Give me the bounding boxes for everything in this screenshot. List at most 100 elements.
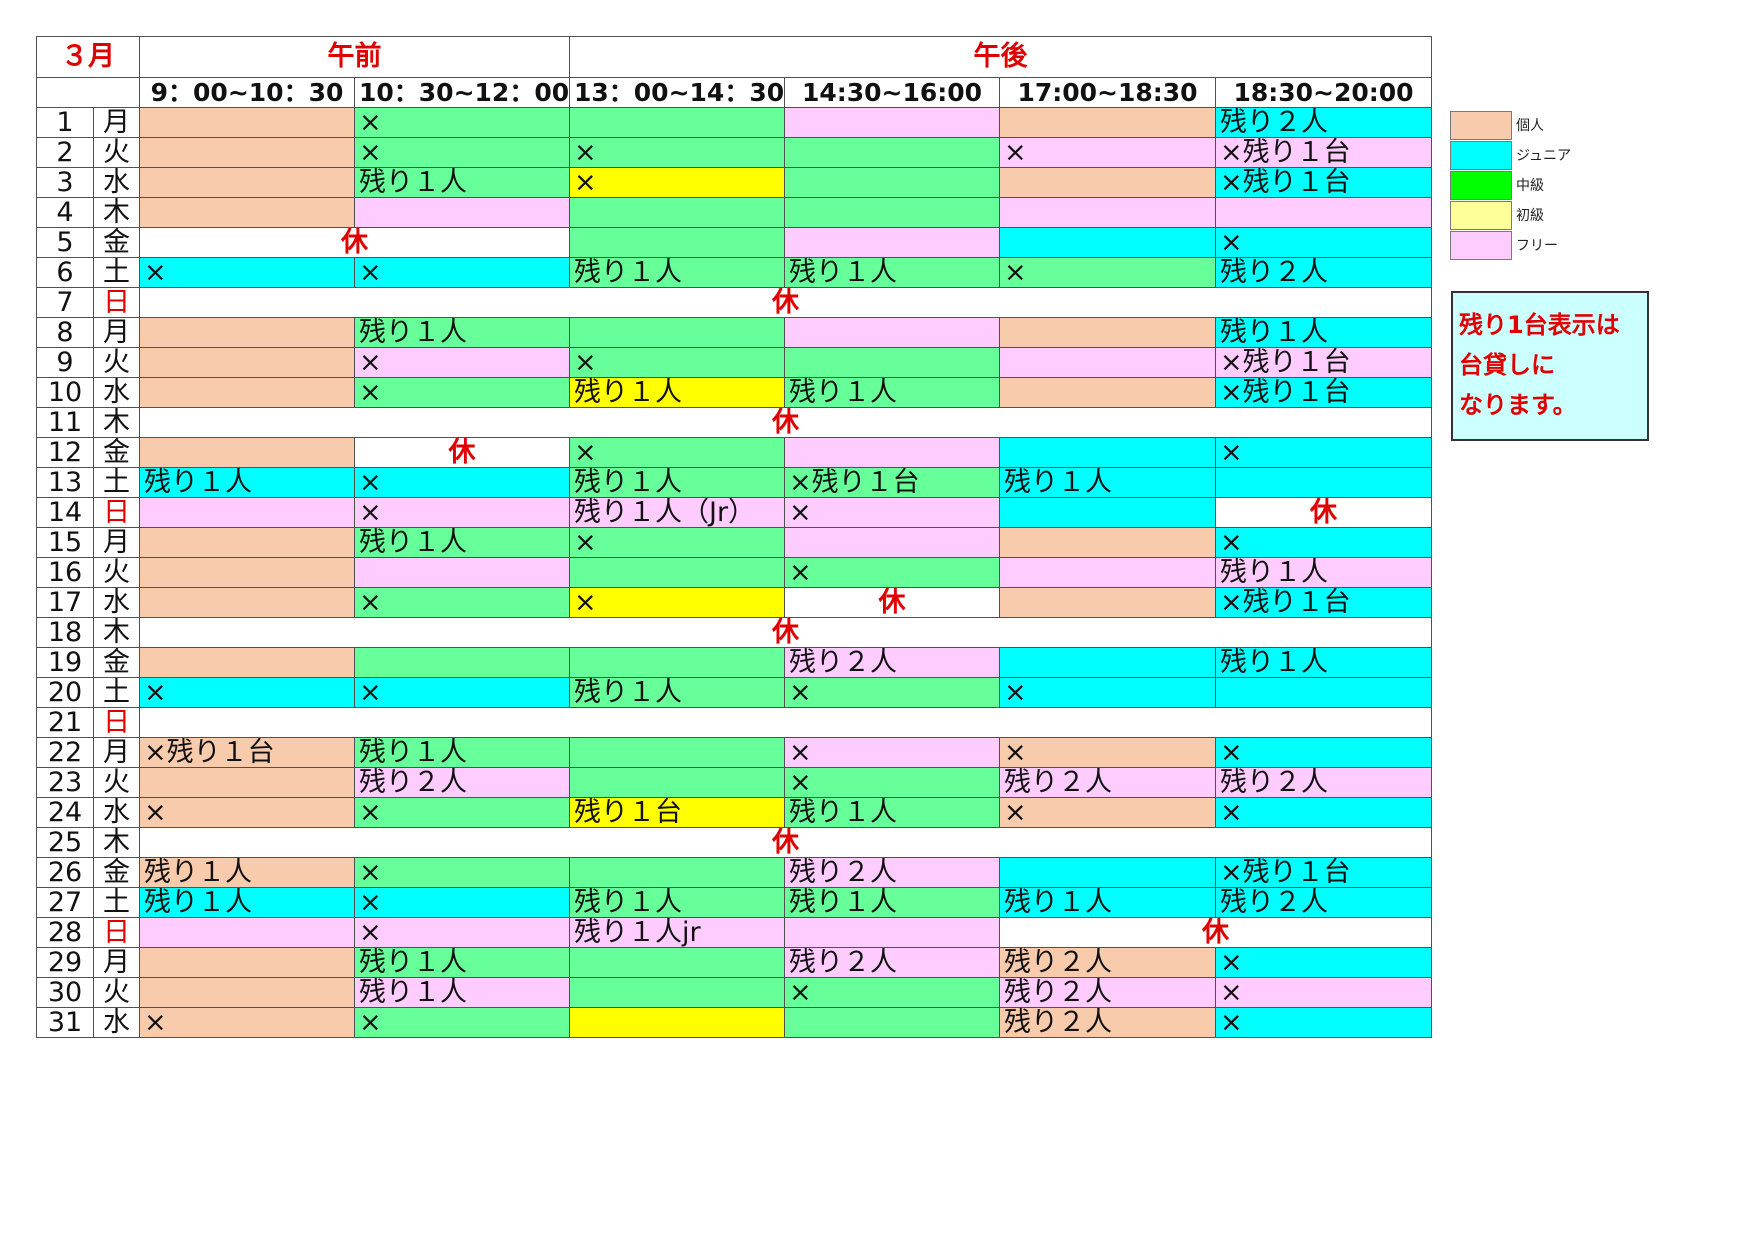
slot-cell: 残り２人 [999, 1007, 1216, 1038]
slot-cell: 残り２人 [784, 647, 1000, 678]
day-row: 5 金休 × [36, 227, 1432, 258]
slot-cell: 残り２人 [1215, 257, 1432, 288]
slot-cell [999, 497, 1216, 528]
day-number: 24 [36, 797, 94, 828]
slot-cell [139, 167, 355, 198]
slot-cell [139, 557, 355, 588]
slot-cell [1215, 677, 1432, 708]
slot-cell: × [569, 437, 785, 468]
slot-cell: × [1215, 977, 1432, 1008]
slot-cell [784, 137, 1000, 168]
am-label: 午前 [139, 36, 570, 78]
legend-swatch [1450, 200, 1512, 230]
day-weekday: 火 [93, 557, 140, 588]
slot-cell: × [139, 797, 355, 828]
day-row: 20 土 × × 残り１人 × × [36, 677, 1432, 708]
slot-cell: 残り１人 [569, 467, 785, 498]
day-weekday: 土 [93, 887, 140, 918]
day-row: 17 水 × × 休 ×残り１台 [36, 587, 1432, 618]
day-number: 22 [36, 737, 94, 768]
slot-cell: 残り１人 [1215, 557, 1432, 588]
slot-cell: × [1215, 737, 1432, 768]
day-number: 12 [36, 437, 94, 468]
slot-cell [784, 317, 1000, 348]
day-weekday: 水 [93, 1007, 140, 1038]
day-row: 25 木休 [36, 827, 1432, 858]
slot-cell: 残り１人 [1215, 317, 1432, 348]
day-weekday: 日 [93, 707, 140, 738]
slot-cell [139, 647, 355, 678]
slot-cell: 残り１人 [354, 977, 570, 1008]
slot-cell: × [784, 737, 1000, 768]
day-number: 26 [36, 857, 94, 888]
slot-cell: × [569, 167, 785, 198]
slot-cell: × [784, 497, 1000, 528]
legend-label: 中級 [1516, 178, 1544, 194]
slot-cell [999, 107, 1216, 138]
slot-cell [354, 557, 570, 588]
slot-cell [139, 527, 355, 558]
slot-cell [139, 767, 355, 798]
slot-cell [569, 767, 785, 798]
day-weekday: 月 [93, 947, 140, 978]
day-number: 11 [36, 407, 94, 438]
day-weekday: 火 [93, 977, 140, 1008]
slot-cell: × [354, 587, 570, 618]
slot-cell [999, 167, 1216, 198]
slot-cell: × [569, 587, 785, 618]
slot-cell: × [354, 797, 570, 828]
day-number: 29 [36, 947, 94, 978]
closed-cell [139, 707, 1432, 738]
slot-cell [999, 647, 1216, 678]
slot-cell: 残り１人 [354, 167, 570, 198]
closed-cell: 休 [784, 587, 1000, 618]
day-number: 10 [36, 377, 94, 408]
closed-cell: 休 [999, 917, 1432, 948]
day-row: 13 土残り１人 × 残り１人 ×残り１台 残り１人 [36, 467, 1432, 498]
legend-item-individual: 個人 [1450, 110, 1571, 140]
note-box: 残り1台表示は 台貸しに なります。 [1451, 291, 1649, 441]
schedule-table: ３月 午前 午後 9：00~10：30 10：30~12：00 13：00~14… [36, 36, 1432, 1038]
day-number: 13 [36, 467, 94, 498]
day-number: 9 [36, 347, 94, 378]
slot-cell: ×残り１台 [1215, 857, 1432, 888]
day-weekday: 月 [93, 527, 140, 558]
slot-cell [139, 107, 355, 138]
slot-header-2: 10：30~12：00 [354, 77, 570, 108]
legend-item-intermediate: 中級 [1450, 170, 1571, 200]
slot-cell [139, 917, 355, 948]
note-line: なります。 [1459, 391, 1577, 419]
slot-cell [999, 197, 1216, 228]
day-row: 15 月残り１人 × × [36, 527, 1432, 558]
day-row: 29 月残り１人 残り２人 残り２人 × [36, 947, 1432, 978]
slot-cell: 残り１人 [569, 677, 785, 708]
slot-cell: ×残り１台 [139, 737, 355, 768]
slot-cell: 残り１人 [784, 377, 1000, 408]
day-weekday: 火 [93, 347, 140, 378]
legend-swatch [1450, 110, 1512, 140]
slot-cell [569, 947, 785, 978]
legend: 個人 ジュニア 中級 初級 フリー [1450, 110, 1571, 260]
closed-cell: 休 [1215, 497, 1432, 528]
day-number: 23 [36, 767, 94, 798]
day-weekday: 月 [93, 317, 140, 348]
slot-cell: 残り１人 [784, 887, 1000, 918]
header-row-slots: 9：00~10：30 10：30~12：00 13：00~14：30 14:30… [36, 77, 1432, 108]
slot-header-6: 18:30~20:00 [1215, 77, 1432, 108]
slot-cell [999, 377, 1216, 408]
slot-cell [569, 557, 785, 588]
day-row: 18 木休 [36, 617, 1432, 648]
day-weekday: 火 [93, 137, 140, 168]
slot-cell: × [1215, 527, 1432, 558]
slot-cell: × [1215, 227, 1432, 258]
day-number: 6 [36, 257, 94, 288]
day-weekday: 土 [93, 467, 140, 498]
slot-cell [999, 527, 1216, 558]
day-row: 12 金休 × × [36, 437, 1432, 468]
day-number: 31 [36, 1007, 94, 1038]
day-row: 9 火 × × ×残り１台 [36, 347, 1432, 378]
day-row: 21 日 [36, 707, 1432, 738]
day-row: 6 土 × × 残り１人 残り１人 × 残り２人 [36, 257, 1432, 288]
legend-label: 初級 [1516, 208, 1544, 224]
day-row: 30 火 残り１人 × 残り２人 × [36, 977, 1432, 1008]
